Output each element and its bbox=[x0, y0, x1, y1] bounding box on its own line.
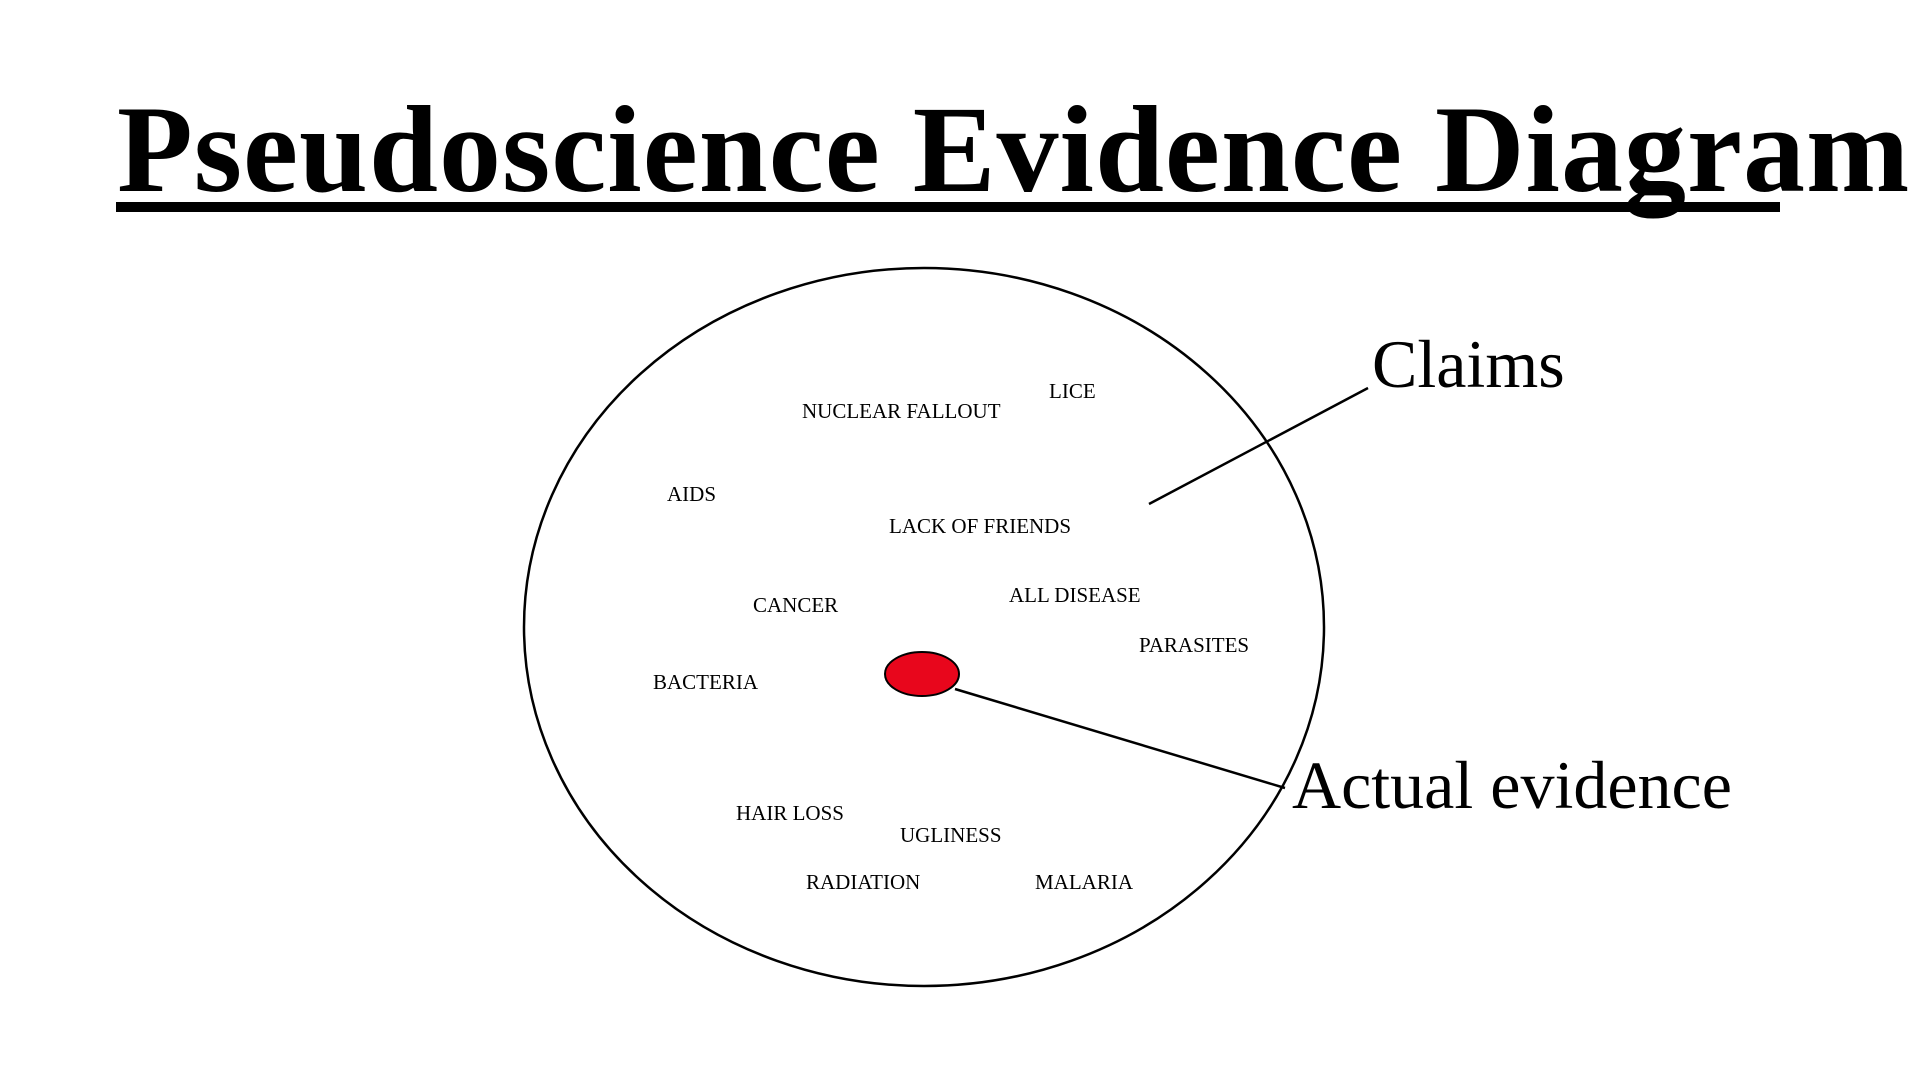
claim-all-disease: ALL DISEASE bbox=[1009, 583, 1141, 607]
title-underline bbox=[116, 202, 1780, 212]
evidence-leader-line bbox=[954, 687, 1286, 790]
actual-evidence-blob bbox=[884, 651, 960, 697]
claim-lack-of-friends: LACK OF FRIENDS bbox=[889, 514, 1071, 538]
claim-radiation: RADIATION bbox=[806, 870, 920, 894]
claims-leader-line bbox=[1148, 386, 1369, 506]
claims-circle bbox=[522, 266, 1326, 988]
claim-cancer: CANCER bbox=[753, 593, 838, 617]
claim-hair-loss: HAIR LOSS bbox=[736, 801, 844, 825]
diagram-title: Pseudoscience Evidence Diagram bbox=[117, 81, 1911, 218]
claims-callout-label: Claims bbox=[1372, 326, 1565, 402]
claim-parasites: PARASITES bbox=[1139, 633, 1249, 657]
claim-nuclear-fallout: NUCLEAR FALLOUT bbox=[802, 399, 1001, 423]
claim-lice: LICE bbox=[1049, 379, 1096, 403]
claim-malaria: MALARIA bbox=[1035, 870, 1134, 894]
actual-evidence-callout-label: Actual evidence bbox=[1292, 747, 1732, 823]
claim-ugliness: UGLINESS bbox=[900, 823, 1002, 847]
claim-aids: AIDS bbox=[667, 482, 716, 506]
claim-bacteria: BACTERIA bbox=[653, 670, 759, 694]
